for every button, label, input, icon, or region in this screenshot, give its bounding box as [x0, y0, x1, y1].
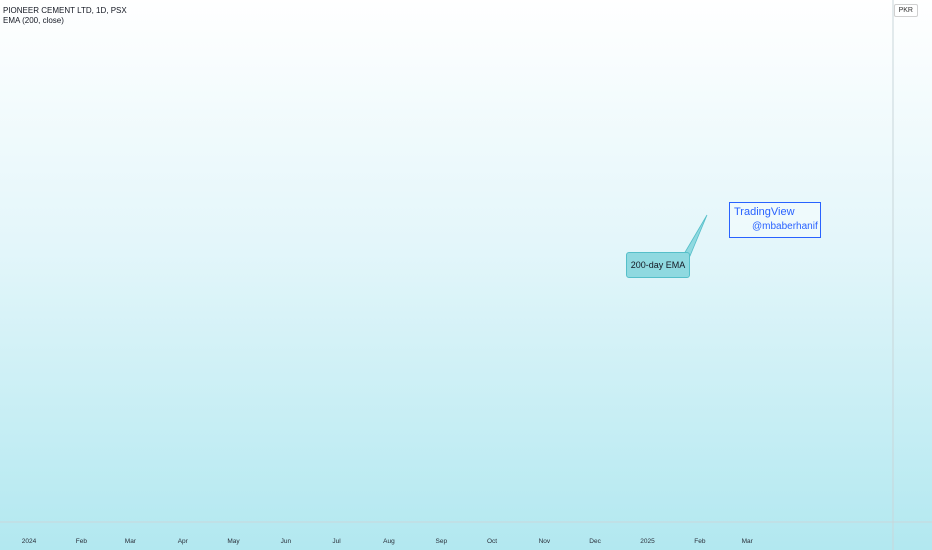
x-tick-label: Oct — [487, 538, 497, 545]
x-tick-label: 2024 — [22, 538, 37, 545]
x-tick-label: Apr — [178, 538, 189, 545]
indicator-label[interactable]: EMA (200, close) — [3, 16, 64, 25]
watermark-line1: TradingView — [734, 206, 795, 218]
x-tick-label: Jun — [281, 538, 292, 545]
x-tick-label: Nov — [539, 538, 551, 545]
x-tick-label: May — [227, 538, 240, 545]
x-tick-label: Dec — [589, 538, 601, 545]
x-tick-label: Feb — [694, 538, 706, 545]
x-tick-label: Mar — [742, 538, 754, 545]
ema-callout: 200-day EMA — [626, 252, 690, 278]
x-tick-label: Aug — [383, 538, 395, 545]
watermark-box: TradingView @mbaberhanif — [729, 202, 821, 238]
symbol-title[interactable]: PIONEER CEMENT LTD, 1D, PSX — [3, 6, 127, 15]
x-tick-label: Jul — [332, 538, 341, 545]
ema-callout-pointer — [683, 214, 708, 257]
watermark-line2: @mbaberhanif — [752, 221, 818, 232]
x-tick-label: 2025 — [640, 538, 655, 545]
x-tick-label: Mar — [125, 538, 137, 545]
x-tick-label: Feb — [76, 538, 88, 545]
x-tick-label: Sep — [436, 538, 448, 545]
currency-badge[interactable]: PKR — [893, 4, 918, 17]
